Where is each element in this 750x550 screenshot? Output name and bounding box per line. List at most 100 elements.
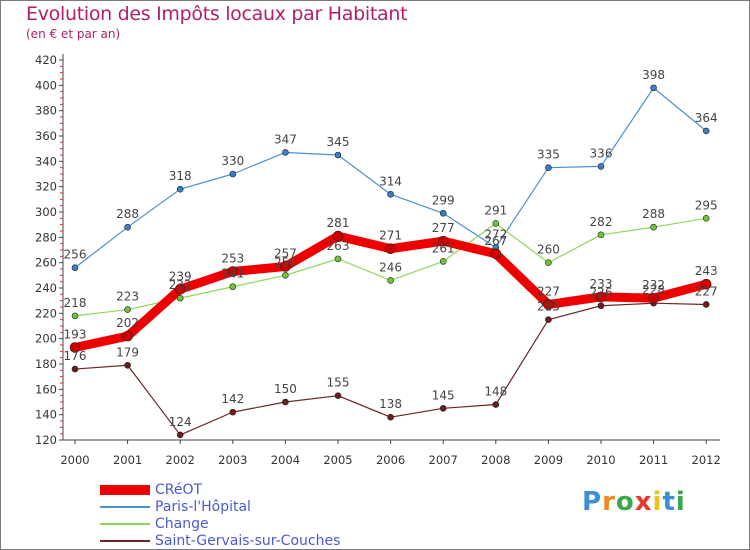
data-label: 232 xyxy=(169,278,192,292)
data-point xyxy=(176,294,184,302)
data-point xyxy=(122,330,133,342)
logo-letter: o xyxy=(615,487,635,517)
data-label: 233 xyxy=(590,277,613,291)
data-label: 257 xyxy=(274,246,297,260)
data-point xyxy=(439,258,447,265)
data-label: 314 xyxy=(379,174,402,188)
data-label: 364 xyxy=(695,111,718,125)
data-label: 336 xyxy=(590,146,613,160)
data-label: 124 xyxy=(169,415,192,429)
data-label: 330 xyxy=(221,154,244,168)
y-tick-label: 180 xyxy=(35,357,57,371)
data-point xyxy=(387,277,394,284)
data-point xyxy=(545,316,552,323)
data-point xyxy=(282,149,289,156)
data-label: 267 xyxy=(484,234,507,248)
x-tick-label: 2006 xyxy=(376,453,405,467)
data-point xyxy=(229,408,237,416)
data-point xyxy=(229,283,237,291)
x-tick-label: 2007 xyxy=(429,453,458,467)
logo-letter: r xyxy=(602,487,616,517)
data-point xyxy=(597,163,605,170)
logo-letter: t xyxy=(662,487,676,517)
chart-title: Evolution des Impôts locaux par Habitant xyxy=(26,3,408,25)
y-tick-label: 140 xyxy=(35,408,57,422)
y-tick-label: 280 xyxy=(35,230,57,244)
y-tick-label: 400 xyxy=(35,78,57,92)
logo-letter: i xyxy=(675,487,686,517)
data-label: 176 xyxy=(64,349,87,363)
legend-label: CRéOT xyxy=(155,482,203,498)
data-point xyxy=(545,259,552,266)
data-label: 218 xyxy=(64,296,87,310)
data-label: 232 xyxy=(642,278,665,292)
data-point xyxy=(332,230,344,242)
data-label: 256 xyxy=(64,248,87,262)
data-label: 250 xyxy=(274,255,297,269)
data-label: 263 xyxy=(327,239,350,253)
data-label: 138 xyxy=(379,397,402,411)
data-label: 215 xyxy=(537,300,560,314)
x-tick-label: 2003 xyxy=(218,453,247,467)
data-label: 246 xyxy=(379,260,402,274)
data-label: 282 xyxy=(590,215,613,229)
data-point xyxy=(280,261,291,272)
y-tick-label: 120 xyxy=(35,433,57,447)
y-tick-label: 420 xyxy=(35,53,57,67)
data-label: 335 xyxy=(537,148,560,162)
legend-swatch xyxy=(100,540,150,542)
data-point xyxy=(702,127,710,135)
data-point xyxy=(543,299,554,310)
legend-swatch xyxy=(100,506,150,508)
data-label: 227 xyxy=(695,284,718,298)
x-tick-label: 2008 xyxy=(481,453,510,467)
data-point xyxy=(545,164,552,171)
data-label: 148 xyxy=(484,385,507,399)
data-label: 202 xyxy=(116,316,139,330)
data-point xyxy=(492,220,500,227)
data-label: 243 xyxy=(695,264,718,278)
data-point xyxy=(492,401,500,408)
data-point xyxy=(174,283,186,295)
y-tick-label: 220 xyxy=(35,306,57,320)
data-label: 288 xyxy=(642,207,665,221)
data-label: 277 xyxy=(432,221,455,235)
data-label: 295 xyxy=(695,198,718,212)
y-tick-label: 260 xyxy=(35,256,57,270)
data-point xyxy=(700,278,712,290)
x-tick-label: 2005 xyxy=(323,453,352,467)
data-label: 239 xyxy=(169,269,192,283)
data-label: 227 xyxy=(537,284,560,298)
data-label: 261 xyxy=(432,241,455,255)
data-label: 291 xyxy=(484,203,507,217)
data-point xyxy=(334,255,342,263)
y-tick-label: 380 xyxy=(35,104,57,118)
x-tick-label: 2004 xyxy=(271,453,300,467)
proxiti-logo: Proxiti xyxy=(582,487,686,517)
data-label: 145 xyxy=(432,388,455,402)
y-tick-label: 240 xyxy=(35,281,57,295)
data-label: 272 xyxy=(484,227,507,241)
data-label: 299 xyxy=(432,193,455,207)
data-point xyxy=(650,84,657,92)
data-label: 318 xyxy=(169,169,192,183)
data-point xyxy=(648,292,659,304)
y-tick-label: 200 xyxy=(35,332,57,346)
data-label: 241 xyxy=(221,267,244,281)
data-point xyxy=(490,248,502,260)
logo-letter: x xyxy=(634,487,653,517)
x-tick-label: 2011 xyxy=(639,453,668,467)
x-tick-label: 2009 xyxy=(534,453,563,467)
logo-letter: i xyxy=(652,487,663,517)
x-tick-label: 2010 xyxy=(586,453,615,467)
data-point xyxy=(334,392,342,399)
data-point xyxy=(702,215,710,222)
x-tick-label: 2002 xyxy=(166,453,195,467)
data-point xyxy=(124,306,131,313)
data-label: 179 xyxy=(116,345,139,359)
legend-swatch xyxy=(100,523,150,525)
legend-swatch xyxy=(100,485,150,495)
y-tick-label: 360 xyxy=(35,129,57,143)
data-point xyxy=(437,235,449,247)
